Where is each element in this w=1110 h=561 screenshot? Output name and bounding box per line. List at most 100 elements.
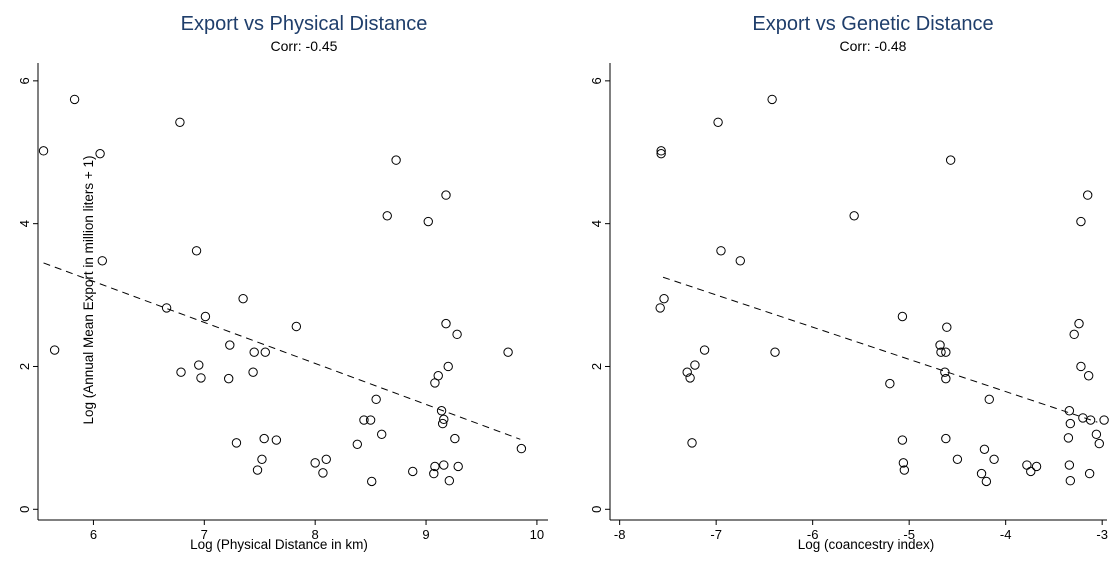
x-tick-label: -8 xyxy=(614,527,626,542)
data-point xyxy=(272,436,280,444)
x-axis-label: Log (Physical Distance in km) xyxy=(190,537,368,552)
fit-line xyxy=(44,263,521,439)
data-point xyxy=(372,395,380,403)
data-point xyxy=(70,95,78,103)
x-tick-label: -6 xyxy=(807,527,819,542)
data-point xyxy=(768,95,776,103)
data-point xyxy=(445,477,453,485)
data-point xyxy=(232,439,240,447)
y-tick-label: 6 xyxy=(589,77,604,84)
data-point xyxy=(226,341,234,349)
data-point xyxy=(850,212,858,220)
data-point xyxy=(1092,430,1100,438)
data-point xyxy=(162,304,170,312)
x-tick-label: -3 xyxy=(1096,527,1108,542)
data-point xyxy=(771,348,779,356)
data-point xyxy=(946,156,954,164)
data-point xyxy=(368,477,376,485)
x-tick-label: -5 xyxy=(903,527,915,542)
chart-subtitle: Corr: -0.45 xyxy=(271,38,338,54)
data-point xyxy=(176,118,184,126)
data-point xyxy=(736,257,744,265)
data-point xyxy=(440,461,448,469)
data-point xyxy=(319,469,327,477)
data-point xyxy=(691,361,699,369)
data-point xyxy=(1070,330,1078,338)
x-tick-label: 8 xyxy=(312,527,319,542)
data-point xyxy=(424,217,432,225)
data-point xyxy=(453,330,461,338)
data-point xyxy=(1085,469,1093,477)
data-point xyxy=(990,455,998,463)
data-point xyxy=(886,379,894,387)
data-point xyxy=(1084,372,1092,380)
data-point xyxy=(1064,434,1072,442)
data-point xyxy=(201,312,209,320)
data-point xyxy=(250,348,258,356)
x-tick-label: 7 xyxy=(201,527,208,542)
data-point xyxy=(1032,462,1040,470)
data-point xyxy=(714,118,722,126)
data-point xyxy=(980,445,988,453)
data-point xyxy=(1023,461,1031,469)
fit-line xyxy=(663,277,1097,422)
data-point xyxy=(943,323,951,331)
data-point xyxy=(942,348,950,356)
data-point xyxy=(660,294,668,302)
y-tick-label: 4 xyxy=(589,220,604,227)
data-point xyxy=(353,440,361,448)
data-point xyxy=(1065,407,1073,415)
data-point xyxy=(377,430,385,438)
y-tick-label: 2 xyxy=(589,363,604,370)
chart-title: Export vs Physical Distance xyxy=(181,13,428,35)
data-point xyxy=(253,466,261,474)
data-point xyxy=(197,374,205,382)
data-point xyxy=(177,368,185,376)
data-point xyxy=(392,156,400,164)
y-tick-label: 4 xyxy=(17,220,32,227)
x-tick-label: -4 xyxy=(1000,527,1012,542)
data-point xyxy=(437,407,445,415)
data-point xyxy=(504,348,512,356)
x-tick-label: 10 xyxy=(530,527,544,542)
data-point xyxy=(898,436,906,444)
data-point xyxy=(195,361,203,369)
data-point xyxy=(39,147,47,155)
data-point xyxy=(982,477,990,485)
data-point xyxy=(898,312,906,320)
data-point xyxy=(322,455,330,463)
y-tick-label: 0 xyxy=(17,506,32,513)
data-point xyxy=(442,191,450,199)
data-point xyxy=(1066,419,1074,427)
data-point xyxy=(977,469,985,477)
data-point xyxy=(239,294,247,302)
data-point xyxy=(224,374,232,382)
data-point xyxy=(1066,477,1074,485)
data-point xyxy=(96,149,104,157)
data-point xyxy=(1065,461,1073,469)
x-tick-label: 9 xyxy=(422,527,429,542)
data-point xyxy=(258,455,266,463)
data-point xyxy=(442,319,450,327)
data-point xyxy=(517,444,525,452)
data-point xyxy=(98,257,106,265)
data-point xyxy=(311,459,319,467)
data-point xyxy=(249,368,257,376)
data-point xyxy=(383,212,391,220)
x-tick-label: -7 xyxy=(710,527,722,542)
data-point xyxy=(1027,467,1035,475)
data-point xyxy=(444,362,452,370)
data-point xyxy=(985,395,993,403)
data-point xyxy=(454,462,462,470)
data-point xyxy=(1075,319,1083,327)
data-point xyxy=(717,247,725,255)
data-point xyxy=(1100,416,1108,424)
data-point xyxy=(1095,439,1103,447)
data-point xyxy=(292,322,300,330)
y-tick-label: 2 xyxy=(17,363,32,370)
data-point xyxy=(942,434,950,442)
data-point xyxy=(434,372,442,380)
data-point xyxy=(688,439,696,447)
chart-title: Export vs Genetic Distance xyxy=(752,13,993,35)
